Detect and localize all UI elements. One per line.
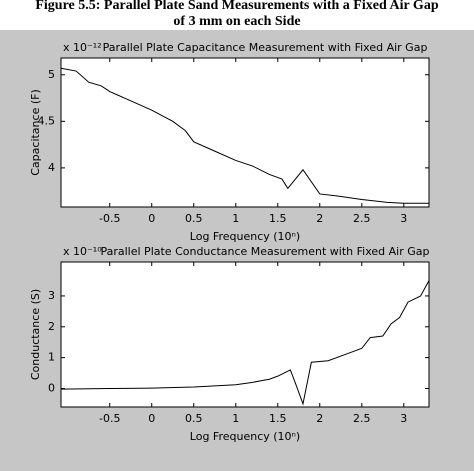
x-axis-label: Log Frequency (10ⁿ) bbox=[190, 430, 300, 443]
x-tick-label: 0.5 bbox=[185, 212, 203, 225]
axis-multiplier: x 10⁻¹² bbox=[63, 41, 102, 54]
x-tick-label: 1 bbox=[232, 412, 239, 425]
x-axis-label: Log Frequency (10ⁿ) bbox=[190, 230, 300, 243]
y-axis-label: Conductance (S) bbox=[29, 289, 42, 380]
caption-line: of 3 mm on each Side bbox=[173, 14, 300, 29]
chart-title: Parallel Plate Capacitance Measurement w… bbox=[103, 41, 428, 54]
x-tick-label: 1.5 bbox=[269, 412, 287, 425]
x-tick-label: -0.5 bbox=[99, 212, 120, 225]
y-tick-label: 4.5 bbox=[38, 114, 56, 127]
data-line bbox=[60, 67, 429, 204]
caption-line: Figure 5.5: Parallel Plate Sand Measurem… bbox=[35, 0, 438, 13]
plot-area bbox=[60, 57, 430, 208]
y-tick-label: 2 bbox=[48, 320, 55, 333]
x-tick-label: 3 bbox=[400, 212, 407, 225]
x-tick-label: 0 bbox=[148, 212, 155, 225]
y-tick-label: 4 bbox=[48, 161, 55, 174]
y-tick-label: 1 bbox=[48, 351, 55, 364]
y-tick-label: 5 bbox=[48, 68, 55, 81]
axis-multiplier: x 10⁻¹⁰ bbox=[63, 245, 102, 258]
y-axis-label: Capacitance (F) bbox=[29, 89, 42, 176]
chart-title: Parallel Plate Conductance Measurement w… bbox=[100, 245, 429, 258]
x-tick-label: 2 bbox=[316, 412, 323, 425]
x-tick-label: 1.5 bbox=[269, 212, 287, 225]
x-tick-label: 1 bbox=[232, 212, 239, 225]
x-tick-label: 2 bbox=[316, 212, 323, 225]
x-tick-label: -0.5 bbox=[99, 412, 120, 425]
x-tick-label: 3 bbox=[400, 412, 407, 425]
x-tick-label: 0 bbox=[148, 412, 155, 425]
data-line bbox=[60, 280, 430, 406]
x-tick-label: 2.5 bbox=[353, 412, 371, 425]
x-tick-label: 2.5 bbox=[353, 212, 371, 225]
y-tick-label: 0 bbox=[48, 381, 55, 394]
x-tick-label: 0.5 bbox=[185, 412, 203, 425]
y-tick-label: 3 bbox=[48, 289, 55, 302]
plot-area bbox=[60, 261, 430, 408]
